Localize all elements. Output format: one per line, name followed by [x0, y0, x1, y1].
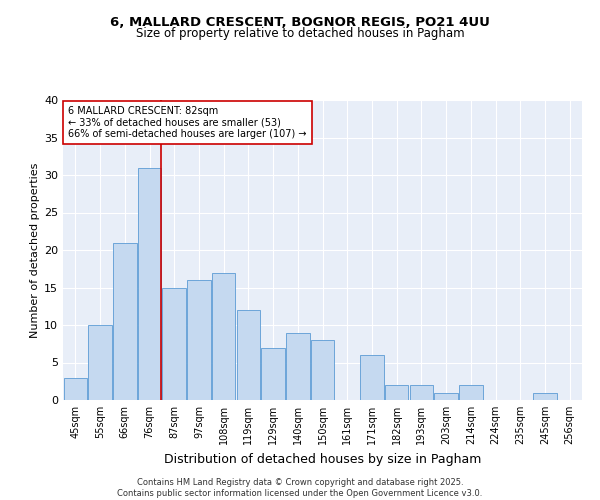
- Bar: [385, 385, 409, 400]
- Bar: [187, 280, 211, 400]
- Bar: [262, 348, 285, 400]
- Text: 6 MALLARD CRESCENT: 82sqm
← 33% of detached houses are smaller (53)
66% of semi-: 6 MALLARD CRESCENT: 82sqm ← 33% of detac…: [68, 106, 307, 139]
- X-axis label: Distribution of detached houses by size in Pagham: Distribution of detached houses by size …: [164, 452, 481, 466]
- Bar: [360, 355, 383, 400]
- Bar: [434, 392, 458, 400]
- Bar: [113, 242, 137, 400]
- Text: Size of property relative to detached houses in Pagham: Size of property relative to detached ho…: [136, 28, 464, 40]
- Bar: [64, 378, 87, 400]
- Bar: [163, 288, 186, 400]
- Bar: [410, 385, 433, 400]
- Bar: [311, 340, 334, 400]
- Bar: [236, 310, 260, 400]
- Bar: [138, 168, 161, 400]
- Bar: [533, 392, 557, 400]
- Y-axis label: Number of detached properties: Number of detached properties: [30, 162, 40, 338]
- Bar: [88, 325, 112, 400]
- Bar: [212, 272, 235, 400]
- Text: Contains HM Land Registry data © Crown copyright and database right 2025.
Contai: Contains HM Land Registry data © Crown c…: [118, 478, 482, 498]
- Bar: [286, 332, 310, 400]
- Text: 6, MALLARD CRESCENT, BOGNOR REGIS, PO21 4UU: 6, MALLARD CRESCENT, BOGNOR REGIS, PO21 …: [110, 16, 490, 29]
- Bar: [459, 385, 482, 400]
